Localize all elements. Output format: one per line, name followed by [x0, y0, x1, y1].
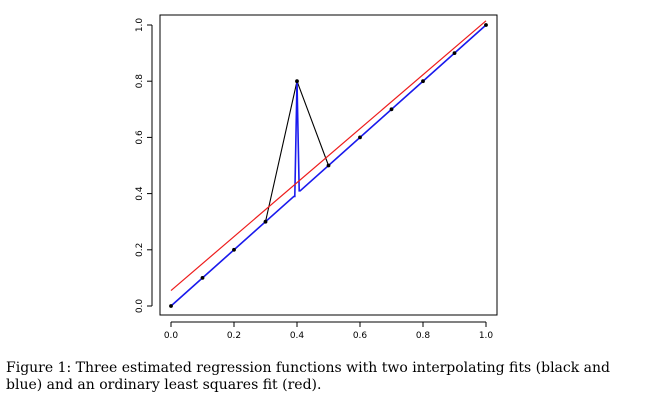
red-fit-line [170, 20, 487, 292]
data-point [358, 135, 362, 140]
x-tick-label: 0.8 [416, 331, 431, 341]
figure-caption: Figure 1: Three estimated regression fun… [6, 360, 610, 393]
data-point [389, 107, 394, 112]
y-tick-label: 0.8 [135, 74, 145, 89]
y-tick-label: 0.6 [135, 130, 145, 145]
plot-frame [159, 14, 498, 316]
regression-chart: 0.0 0.2 0.4 0.6 0.8 1.0 0.0 0.2 0.4 0.6 0.8 1.0 [135, 14, 498, 341]
data-points [169, 23, 488, 308]
x-tick-label: 1.0 [479, 331, 494, 341]
series-layer [170, 20, 487, 307]
y-tick-label: 0.2 [135, 243, 145, 257]
y-tick-label: 1.0 [135, 18, 145, 33]
data-point [200, 276, 205, 280]
data-point [484, 23, 488, 27]
x-tick-label: 0.4 [290, 331, 305, 341]
axes: 0.0 0.2 0.4 0.6 0.8 1.0 0.0 0.2 0.4 0.6 0.8 1.0 [135, 14, 498, 341]
y-tick-label: 0.4 [135, 186, 145, 201]
x-tick-label: 0.2 [227, 331, 241, 341]
data-point [421, 79, 425, 84]
data-point [295, 79, 299, 84]
data-point [326, 163, 331, 168]
data-point [263, 219, 268, 224]
x-tick-label: 0.6 [353, 331, 368, 341]
data-point [169, 304, 173, 308]
data-point [232, 247, 236, 252]
data-point [452, 51, 457, 55]
x-tick-label: 0.0 [164, 331, 179, 341]
y-tick-label: 0.0 [135, 299, 145, 314]
